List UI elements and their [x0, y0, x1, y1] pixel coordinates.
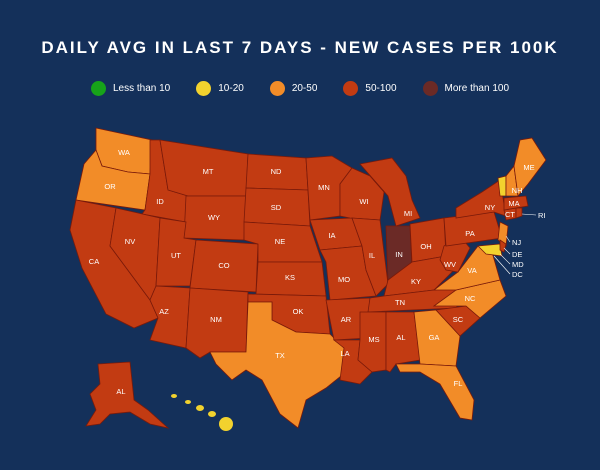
- label-me: ME: [523, 163, 534, 172]
- legend-swatch-red: [343, 81, 359, 96]
- label-wy: WY: [208, 213, 220, 222]
- label-nd: ND: [271, 167, 282, 176]
- label-ut: UT: [171, 251, 181, 260]
- legend-item-10-20: 10-20: [196, 81, 244, 96]
- map-title: DAILY AVG IN LAST 7 DAYS - NEW CASES PER…: [41, 38, 559, 57]
- label-in: IN: [395, 250, 403, 259]
- label-ny: NY: [485, 203, 495, 212]
- label-wa: WA: [118, 148, 130, 157]
- label-nm: NM: [210, 315, 222, 324]
- legend-label: Less than 10: [112, 83, 171, 94]
- label-va: VA: [467, 266, 476, 275]
- legend-item-more-than-100: More than 100: [422, 81, 510, 96]
- legend-item-50-100: 50-100: [343, 81, 397, 96]
- label-pa: PA: [465, 229, 474, 238]
- label-fl: FL: [454, 379, 463, 388]
- label-wv: WV: [444, 260, 456, 269]
- label-sd: SD: [271, 203, 282, 212]
- legend-swatch-yellow: [196, 81, 212, 96]
- label-ne: NE: [275, 237, 285, 246]
- label-al: AL: [396, 333, 405, 342]
- state-ak[interactable]: [85, 361, 170, 429]
- label-dc: DC: [512, 270, 523, 279]
- legend-swatch-orange: [269, 81, 285, 96]
- label-sc: SC: [453, 315, 464, 324]
- label-de: DE: [512, 250, 522, 259]
- legend-label: 10-20: [218, 83, 244, 94]
- label-ma: MA: [508, 199, 519, 208]
- label-id: ID: [156, 197, 164, 206]
- label-ms: MS: [368, 335, 379, 344]
- legend: Less than 10 10-20 20-50 50-100 More tha…: [0, 81, 600, 96]
- label-md: MD: [512, 260, 524, 269]
- state-il[interactable]: [351, 217, 389, 297]
- label-il: IL: [369, 251, 375, 260]
- state-mi[interactable]: [359, 157, 421, 227]
- label-wi: WI: [359, 197, 368, 206]
- label-mn: MN: [318, 183, 330, 192]
- state-ma[interactable]: [503, 195, 529, 211]
- label-mt: MT: [203, 167, 214, 176]
- label-ok: OK: [293, 307, 304, 316]
- label-nv: NV: [125, 237, 135, 246]
- label-ia: IA: [328, 231, 335, 240]
- legend-label: 50-100: [365, 83, 397, 94]
- label-ga: GA: [429, 333, 440, 342]
- label-tx: TX: [275, 351, 285, 360]
- label-oh: OH: [420, 242, 431, 251]
- state-tx[interactable]: [209, 301, 347, 429]
- label-ca: CA: [89, 257, 99, 266]
- label-ky: KY: [411, 277, 421, 286]
- label-ri: RI: [538, 211, 546, 220]
- label-tn: TN: [395, 298, 405, 307]
- legend-item-20-50: 20-50: [269, 81, 318, 96]
- label-az: AZ: [159, 307, 169, 316]
- label-mo: MO: [338, 275, 350, 284]
- label-ar: AR: [341, 315, 352, 324]
- label-co: CO: [218, 261, 229, 270]
- label-nj: NJ: [512, 238, 521, 247]
- label-nc: NC: [465, 294, 476, 303]
- legend-label: More than 100: [444, 83, 510, 94]
- state-ri[interactable]: [515, 207, 523, 219]
- legend-swatch-dark: [422, 81, 438, 96]
- legend-label: 20-50: [291, 83, 318, 94]
- state-oh[interactable]: [409, 217, 447, 263]
- legend-swatch-green: [90, 81, 106, 96]
- legend-item-less-than-10: Less than 10: [90, 81, 171, 96]
- state-de[interactable]: [499, 239, 507, 253]
- state-me[interactable]: [513, 137, 547, 197]
- label-ks: KS: [285, 273, 295, 282]
- label-nh: NH: [512, 186, 523, 195]
- label-or: OR: [104, 182, 116, 191]
- label-ak: AL: [116, 387, 125, 396]
- state-hi[interactable]: [171, 394, 233, 431]
- state-wi[interactable]: [339, 167, 385, 221]
- label-mi: MI: [404, 209, 412, 218]
- label-la: LA: [340, 349, 349, 358]
- label-ct: CT: [505, 210, 515, 219]
- state-fl[interactable]: [395, 363, 475, 421]
